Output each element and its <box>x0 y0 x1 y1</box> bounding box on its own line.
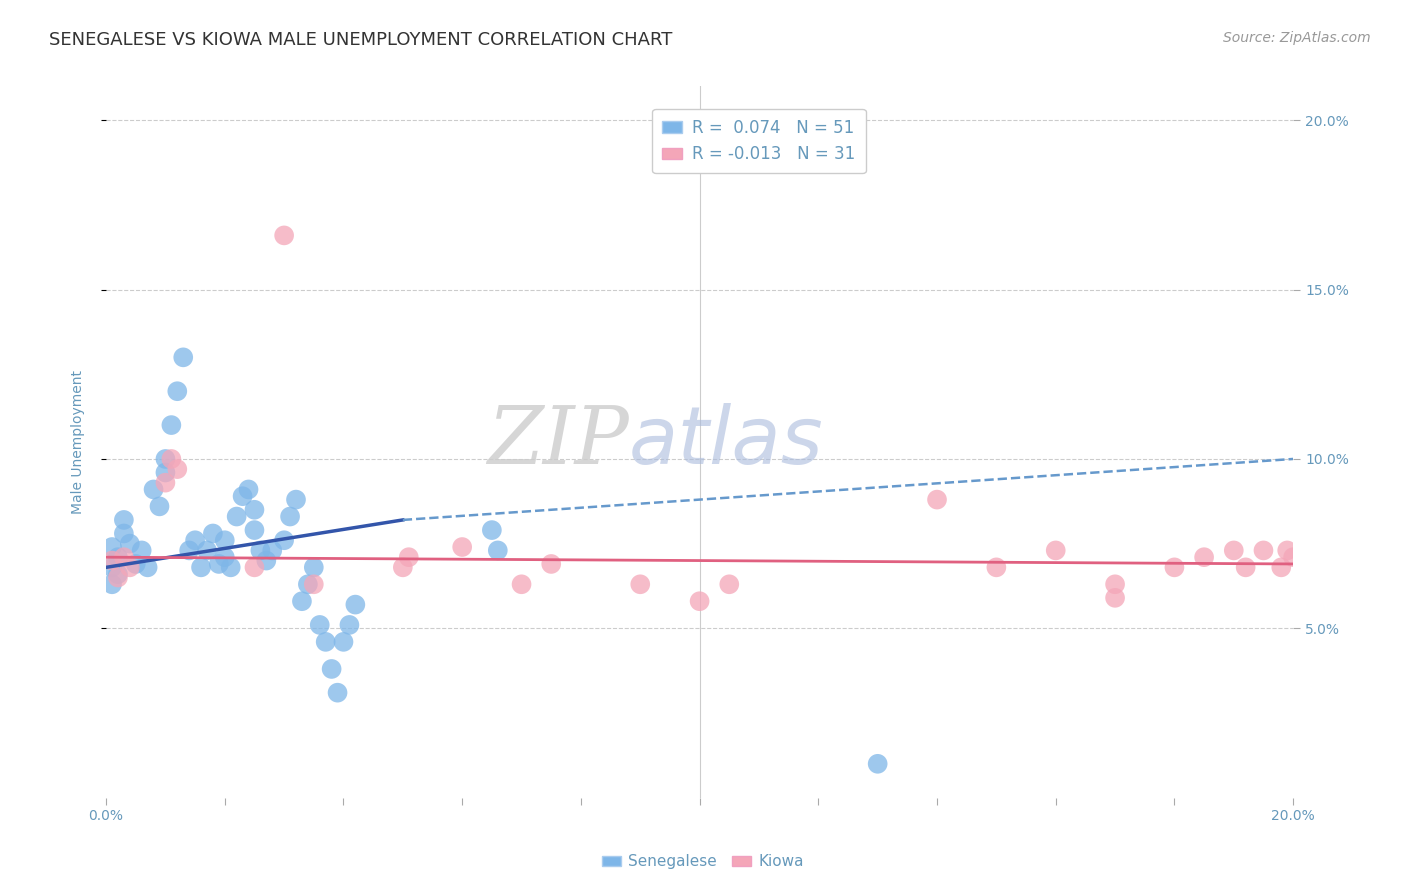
Point <box>136 560 159 574</box>
Text: SENEGALESE VS KIOWA MALE UNEMPLOYMENT CORRELATION CHART: SENEGALESE VS KIOWA MALE UNEMPLOYMENT CO… <box>49 31 672 49</box>
Point <box>254 553 277 567</box>
Point <box>101 577 124 591</box>
Point <box>481 523 503 537</box>
Point <box>1104 577 1126 591</box>
Point <box>1277 543 1299 558</box>
Point <box>166 462 188 476</box>
Point <box>1282 550 1305 565</box>
Point <box>273 228 295 243</box>
Point <box>866 756 889 771</box>
Point <box>107 550 129 565</box>
Point <box>1234 560 1257 574</box>
Point <box>214 550 236 565</box>
Point <box>160 418 183 433</box>
Legend: R =  0.074   N = 51, R = -0.013   N = 31: R = 0.074 N = 51, R = -0.013 N = 31 <box>652 109 866 173</box>
Point <box>101 560 124 574</box>
Point <box>131 543 153 558</box>
Point <box>297 577 319 591</box>
Point <box>243 523 266 537</box>
Point <box>321 662 343 676</box>
Point <box>118 560 141 574</box>
Point <box>1223 543 1246 558</box>
Point <box>249 543 271 558</box>
Point <box>125 557 148 571</box>
Text: Source: ZipAtlas.com: Source: ZipAtlas.com <box>1223 31 1371 45</box>
Point <box>201 526 224 541</box>
Point <box>398 550 420 565</box>
Point <box>1192 550 1215 565</box>
Point <box>118 536 141 550</box>
Point <box>273 533 295 548</box>
Point <box>107 570 129 584</box>
Point <box>486 543 509 558</box>
Point <box>1163 560 1185 574</box>
Point <box>510 577 533 591</box>
Point <box>219 560 242 574</box>
Point <box>208 557 231 571</box>
Point <box>278 509 301 524</box>
Point <box>112 550 135 565</box>
Point <box>238 483 260 497</box>
Y-axis label: Male Unemployment: Male Unemployment <box>72 370 86 514</box>
Point <box>1045 543 1067 558</box>
Point <box>1104 591 1126 605</box>
Point <box>344 598 367 612</box>
Point <box>232 489 254 503</box>
Point <box>628 577 651 591</box>
Point <box>184 533 207 548</box>
Point <box>262 543 284 558</box>
Text: ZIP: ZIP <box>486 403 628 481</box>
Point <box>285 492 308 507</box>
Point <box>155 452 177 467</box>
Point <box>172 351 194 365</box>
Point <box>392 560 415 574</box>
Point <box>225 509 247 524</box>
Point <box>925 492 948 507</box>
Point <box>112 526 135 541</box>
Point <box>1270 560 1292 574</box>
Point <box>166 384 188 399</box>
Point <box>190 560 212 574</box>
Point <box>315 635 337 649</box>
Point <box>689 594 711 608</box>
Point <box>107 567 129 582</box>
Point <box>148 500 170 514</box>
Point <box>243 560 266 574</box>
Point <box>308 618 330 632</box>
Point <box>243 502 266 516</box>
Point <box>451 540 474 554</box>
Point <box>332 635 354 649</box>
Point <box>326 686 349 700</box>
Point <box>302 577 325 591</box>
Point <box>155 475 177 490</box>
Point <box>101 553 124 567</box>
Point <box>160 452 183 467</box>
Legend: Senegalese, Kiowa: Senegalese, Kiowa <box>596 848 810 875</box>
Point <box>214 533 236 548</box>
Text: atlas: atlas <box>628 403 823 481</box>
Point <box>718 577 741 591</box>
Point <box>155 466 177 480</box>
Point <box>540 557 562 571</box>
Point <box>1253 543 1275 558</box>
Point <box>142 483 165 497</box>
Point <box>101 540 124 554</box>
Point <box>302 560 325 574</box>
Point <box>986 560 1008 574</box>
Point <box>195 543 218 558</box>
Point <box>291 594 314 608</box>
Point <box>112 513 135 527</box>
Point <box>339 618 361 632</box>
Point <box>179 543 201 558</box>
